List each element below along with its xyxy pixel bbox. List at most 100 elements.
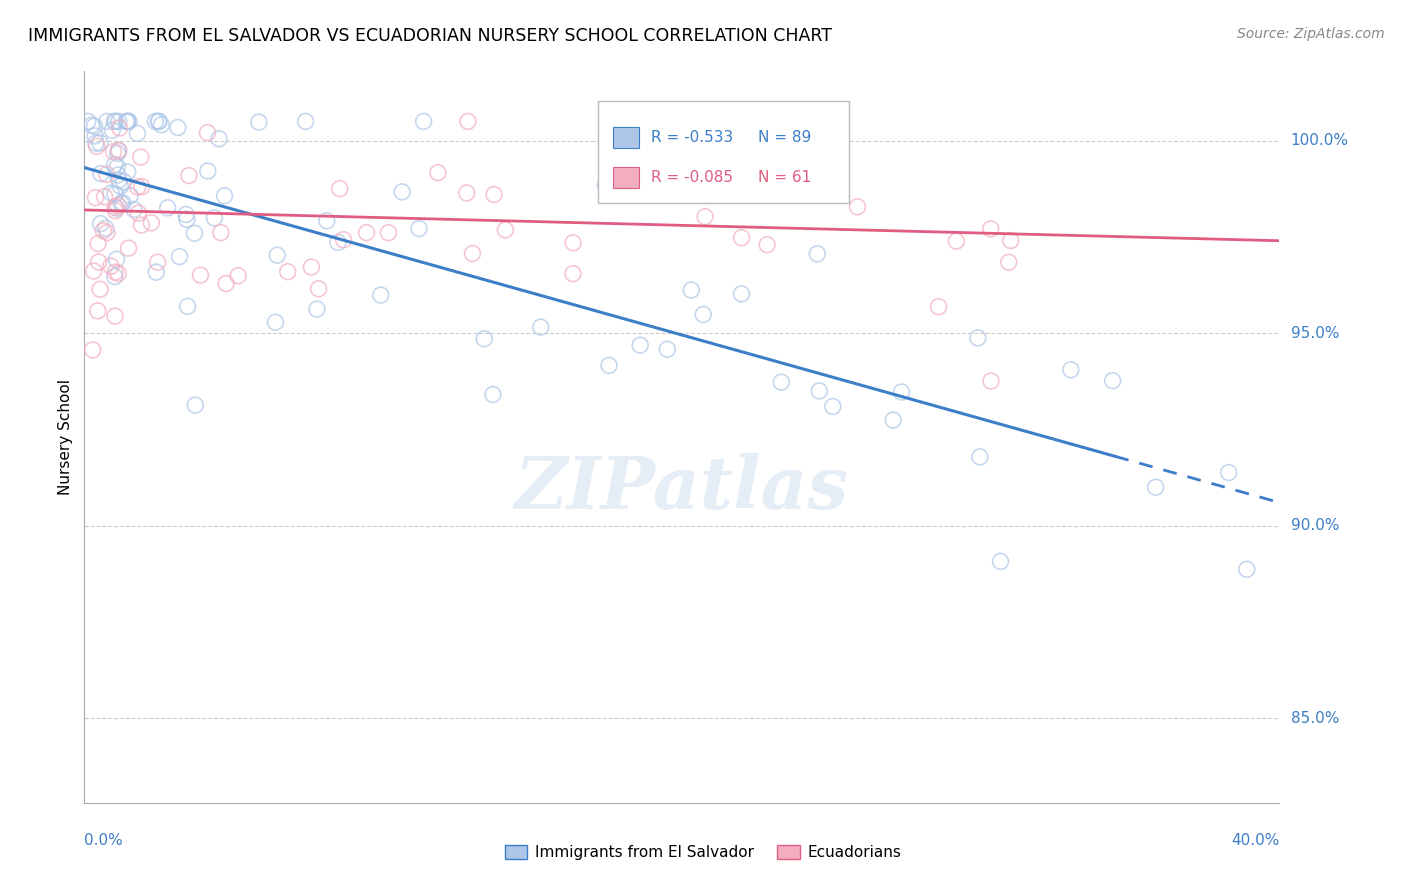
Point xyxy=(107,114,129,128)
Point xyxy=(107,168,129,182)
Point xyxy=(408,221,430,235)
Point xyxy=(166,120,188,135)
Point xyxy=(693,210,716,224)
Point xyxy=(214,189,236,203)
Point xyxy=(104,203,127,218)
Point xyxy=(100,259,122,273)
Point xyxy=(131,218,153,232)
Point xyxy=(83,264,105,278)
Point xyxy=(107,143,129,157)
Point xyxy=(80,118,103,132)
Point xyxy=(87,236,110,251)
Point xyxy=(821,400,844,414)
Point xyxy=(277,265,299,279)
Text: 40.0%: 40.0% xyxy=(1232,833,1279,848)
Point xyxy=(103,145,125,159)
Point xyxy=(315,214,337,228)
Point xyxy=(208,132,231,146)
Point xyxy=(770,375,793,389)
Point xyxy=(84,191,107,205)
Point xyxy=(969,450,991,464)
Point xyxy=(107,266,129,280)
Point xyxy=(966,331,988,345)
Point xyxy=(561,267,583,281)
Point xyxy=(730,286,752,301)
Point xyxy=(426,166,449,180)
Point xyxy=(96,226,118,240)
Point xyxy=(412,114,434,128)
Point xyxy=(156,201,179,215)
Legend: Immigrants from El Salvador, Ecuadorians: Immigrants from El Salvador, Ecuadorians xyxy=(499,839,907,866)
Text: 100.0%: 100.0% xyxy=(1291,133,1348,148)
Point xyxy=(107,198,129,212)
Text: R = -0.533: R = -0.533 xyxy=(651,130,733,145)
Text: 95.0%: 95.0% xyxy=(1291,326,1339,341)
Point xyxy=(110,196,132,211)
Point xyxy=(84,136,107,150)
Point xyxy=(756,237,779,252)
Point xyxy=(108,120,131,135)
Point xyxy=(145,265,167,279)
Point xyxy=(93,190,115,204)
Point xyxy=(127,180,149,194)
Text: 0.0%: 0.0% xyxy=(84,833,124,848)
Point xyxy=(87,303,110,318)
Point xyxy=(806,247,828,261)
Text: 85.0%: 85.0% xyxy=(1291,711,1339,725)
Point xyxy=(461,246,484,260)
Point xyxy=(94,221,117,235)
Point xyxy=(890,385,912,400)
Point xyxy=(177,169,200,183)
Point xyxy=(562,235,585,250)
Point xyxy=(264,315,287,329)
Point xyxy=(1060,363,1083,377)
Point xyxy=(120,189,142,203)
Point xyxy=(598,359,620,373)
Point xyxy=(104,200,127,214)
Point xyxy=(89,282,111,296)
Point xyxy=(105,160,128,174)
Point xyxy=(103,114,125,128)
Point xyxy=(104,265,127,279)
Point xyxy=(107,144,129,158)
Point xyxy=(86,139,108,153)
Point xyxy=(112,175,135,189)
Point xyxy=(150,118,173,132)
Point xyxy=(692,308,714,322)
Point xyxy=(215,277,238,291)
Point xyxy=(730,230,752,244)
Point xyxy=(104,187,127,202)
Text: ZIPatlas: ZIPatlas xyxy=(515,453,849,524)
Text: 90.0%: 90.0% xyxy=(1291,518,1339,533)
Point xyxy=(91,224,114,238)
Point xyxy=(266,248,288,262)
Point xyxy=(980,374,1002,388)
Point xyxy=(115,114,138,128)
Bar xyxy=(613,168,638,188)
Point xyxy=(456,186,478,200)
Point xyxy=(928,300,950,314)
Point xyxy=(370,288,392,302)
Point xyxy=(148,114,170,128)
Point xyxy=(997,255,1019,269)
Point xyxy=(326,235,349,250)
Point xyxy=(294,114,316,128)
Point xyxy=(148,114,170,128)
Point xyxy=(1218,466,1240,480)
Point xyxy=(82,343,104,357)
Point xyxy=(183,227,205,241)
Point xyxy=(96,168,118,182)
Point xyxy=(117,114,139,128)
Point xyxy=(980,222,1002,236)
Point xyxy=(305,302,328,317)
Point xyxy=(100,186,122,200)
Point xyxy=(131,179,153,194)
Point xyxy=(1144,480,1167,494)
Point xyxy=(391,185,413,199)
Point xyxy=(104,309,127,323)
Point xyxy=(176,299,198,313)
Point xyxy=(105,252,128,267)
Y-axis label: Nursery School: Nursery School xyxy=(58,379,73,495)
Point xyxy=(76,114,98,128)
Point xyxy=(990,554,1012,568)
